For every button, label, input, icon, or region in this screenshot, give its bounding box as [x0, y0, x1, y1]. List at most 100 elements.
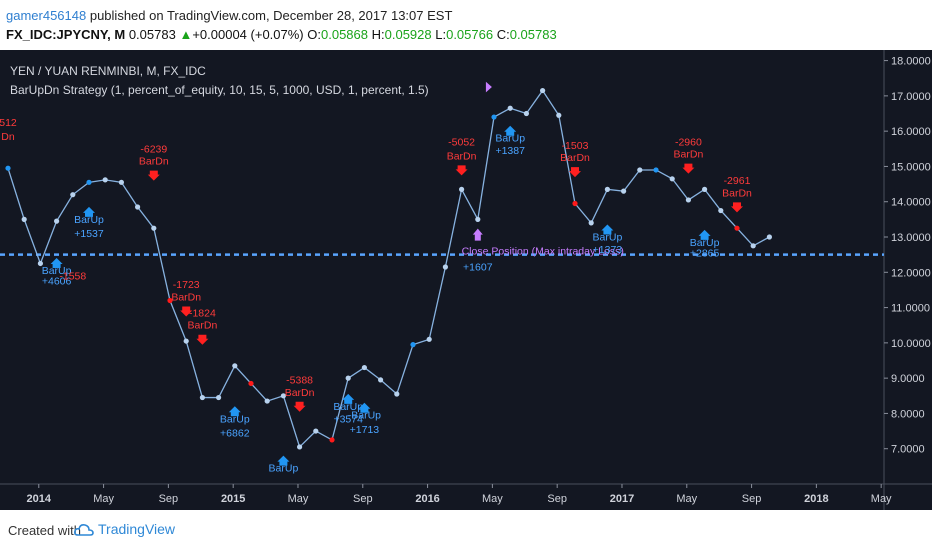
open-label: O:: [307, 27, 321, 42]
data-point: [572, 200, 578, 207]
x-tick-label: 2016: [415, 493, 439, 505]
data-point: [216, 394, 222, 401]
data-point: [70, 192, 76, 198]
data-point: [507, 105, 513, 111]
data-point: [329, 437, 335, 443]
y-tick-label: 15.0000: [891, 161, 931, 173]
chart-header: gamer456148 published on TradingView.com…: [0, 0, 932, 50]
data-point: [702, 186, 708, 192]
data-point: [556, 112, 562, 118]
bar-down-arrow-icon: [455, 165, 468, 176]
publish-text: published on TradingView.com, December 2…: [86, 8, 453, 23]
bar-down-arrow-icon: [293, 401, 306, 412]
data-point: [345, 375, 351, 381]
annotation-label: +1607: [463, 262, 493, 274]
data-point: [183, 338, 189, 344]
data-point: [5, 165, 11, 171]
annotation-label: -2961: [724, 175, 751, 187]
symbol-label: FX_IDC:JPYCNY, M: [6, 27, 126, 42]
data-point: [86, 179, 92, 185]
annotation-label: Close Position (Max intraday Loss): [462, 246, 624, 258]
data-point: [394, 391, 400, 397]
x-tick-label: Sep: [353, 493, 373, 505]
data-point: [297, 444, 303, 450]
data-point: [151, 225, 157, 231]
annotation-label: +1537: [74, 228, 104, 240]
low-label: L:: [435, 27, 447, 42]
x-tick-label: 2015: [221, 493, 245, 505]
annotation-label: BarDn: [139, 156, 169, 168]
quote-line: FX_IDC:JPYCNY, M 0.05783 ▲+0.00004 (+0.0…: [6, 27, 557, 42]
bar-up-arrow-icon: [228, 406, 241, 417]
data-point: [475, 216, 481, 222]
high-value: 0.05928: [384, 27, 432, 42]
price-chart[interactable]: 18.0000 17.0000 16.0000 15.0000 14.0000 13.00…: [0, 50, 932, 510]
bar-up-arrow-icon: [83, 206, 95, 217]
tradingview-brand: TradingView: [98, 521, 176, 537]
last-price: 0.05783: [128, 27, 176, 42]
x-tick-label: May: [93, 493, 114, 505]
bar-up-arrow-icon: [50, 258, 63, 269]
data-point: [621, 188, 627, 194]
y-tick-label: 17.0000: [891, 91, 931, 103]
annotation-label: +4606: [42, 276, 72, 288]
annotation-label: BarUp: [333, 401, 363, 413]
bar-up-arrow-icon: [698, 229, 711, 240]
bar-up-arrow-icon: [358, 402, 371, 413]
data-point: [361, 364, 367, 371]
footer: Created with TradingView: [0, 510, 932, 550]
data-point: [280, 393, 286, 399]
data-point: [378, 377, 384, 383]
data-point: [232, 363, 238, 369]
annotation-label: BarDn: [447, 150, 477, 162]
annotation-label: -1503: [562, 140, 589, 152]
data-point: [248, 380, 254, 387]
data-point: [523, 110, 530, 117]
bar-down-arrow-icon: [147, 170, 160, 181]
data-point: [653, 167, 659, 173]
chart-title: YEN / YUAN RENMINBI, M, FX_IDC: [10, 64, 206, 78]
y-tick-label: 7.0000: [891, 444, 925, 456]
annotation-label: 512: [0, 117, 17, 129]
data-point: [410, 342, 416, 348]
y-tick-label: 16.0000: [891, 126, 931, 138]
y-axis-panel: [884, 50, 932, 510]
y-tick-label: 13.0000: [891, 232, 931, 244]
annotation-label: BarUp: [269, 463, 299, 475]
x-tick-label: 2014: [27, 493, 52, 505]
open-value: 0.05868: [321, 27, 368, 42]
data-point: [604, 186, 611, 192]
annotation-label: +6862: [220, 427, 250, 439]
data-point: [540, 87, 546, 94]
author-link[interactable]: gamer456148: [6, 8, 87, 23]
bar-down-arrow-icon: [731, 202, 743, 213]
x-tick-label: May: [482, 493, 503, 505]
annotation-label: BarDn: [560, 152, 590, 164]
y-tick-label: 11.0000: [891, 303, 930, 315]
annotation-label: -1824: [189, 307, 216, 319]
data-point: [750, 243, 756, 249]
annotation-label: Dn: [1, 131, 15, 143]
price-series-line: [7, 89, 770, 449]
tradingview-logo[interactable]: TradingView: [74, 521, 175, 537]
bar-down-arrow-icon: [682, 163, 695, 174]
annotation-label: +1387: [495, 145, 525, 157]
annotation-label: BarDn: [188, 320, 218, 332]
data-point: [637, 167, 643, 173]
x-tick-label: Sep: [742, 493, 762, 505]
bar-up-arrow-icon: [342, 393, 355, 404]
data-point: [264, 398, 270, 404]
data-point: [426, 336, 432, 342]
cloud-icon: [74, 524, 94, 537]
annotation-label: +3574: [333, 413, 363, 425]
annotation-label: BarUp: [495, 133, 525, 145]
y-tick-label: 14.0000: [891, 197, 931, 209]
chart-area[interactable]: 18.0000 17.0000 16.0000 15.0000 14.0000 13.00…: [0, 50, 932, 510]
data-point: [685, 197, 692, 203]
annotation-label: +1713: [350, 424, 380, 436]
close-value: 0.05783: [509, 27, 557, 42]
annotation-label: BarUp: [593, 232, 623, 244]
annotation-label: BarUp: [690, 237, 720, 249]
bar-down-arrow-icon: [569, 167, 581, 178]
strategy-legend[interactable]: BarUpDn Strategy (1, percent_of_equity, …: [10, 83, 429, 97]
